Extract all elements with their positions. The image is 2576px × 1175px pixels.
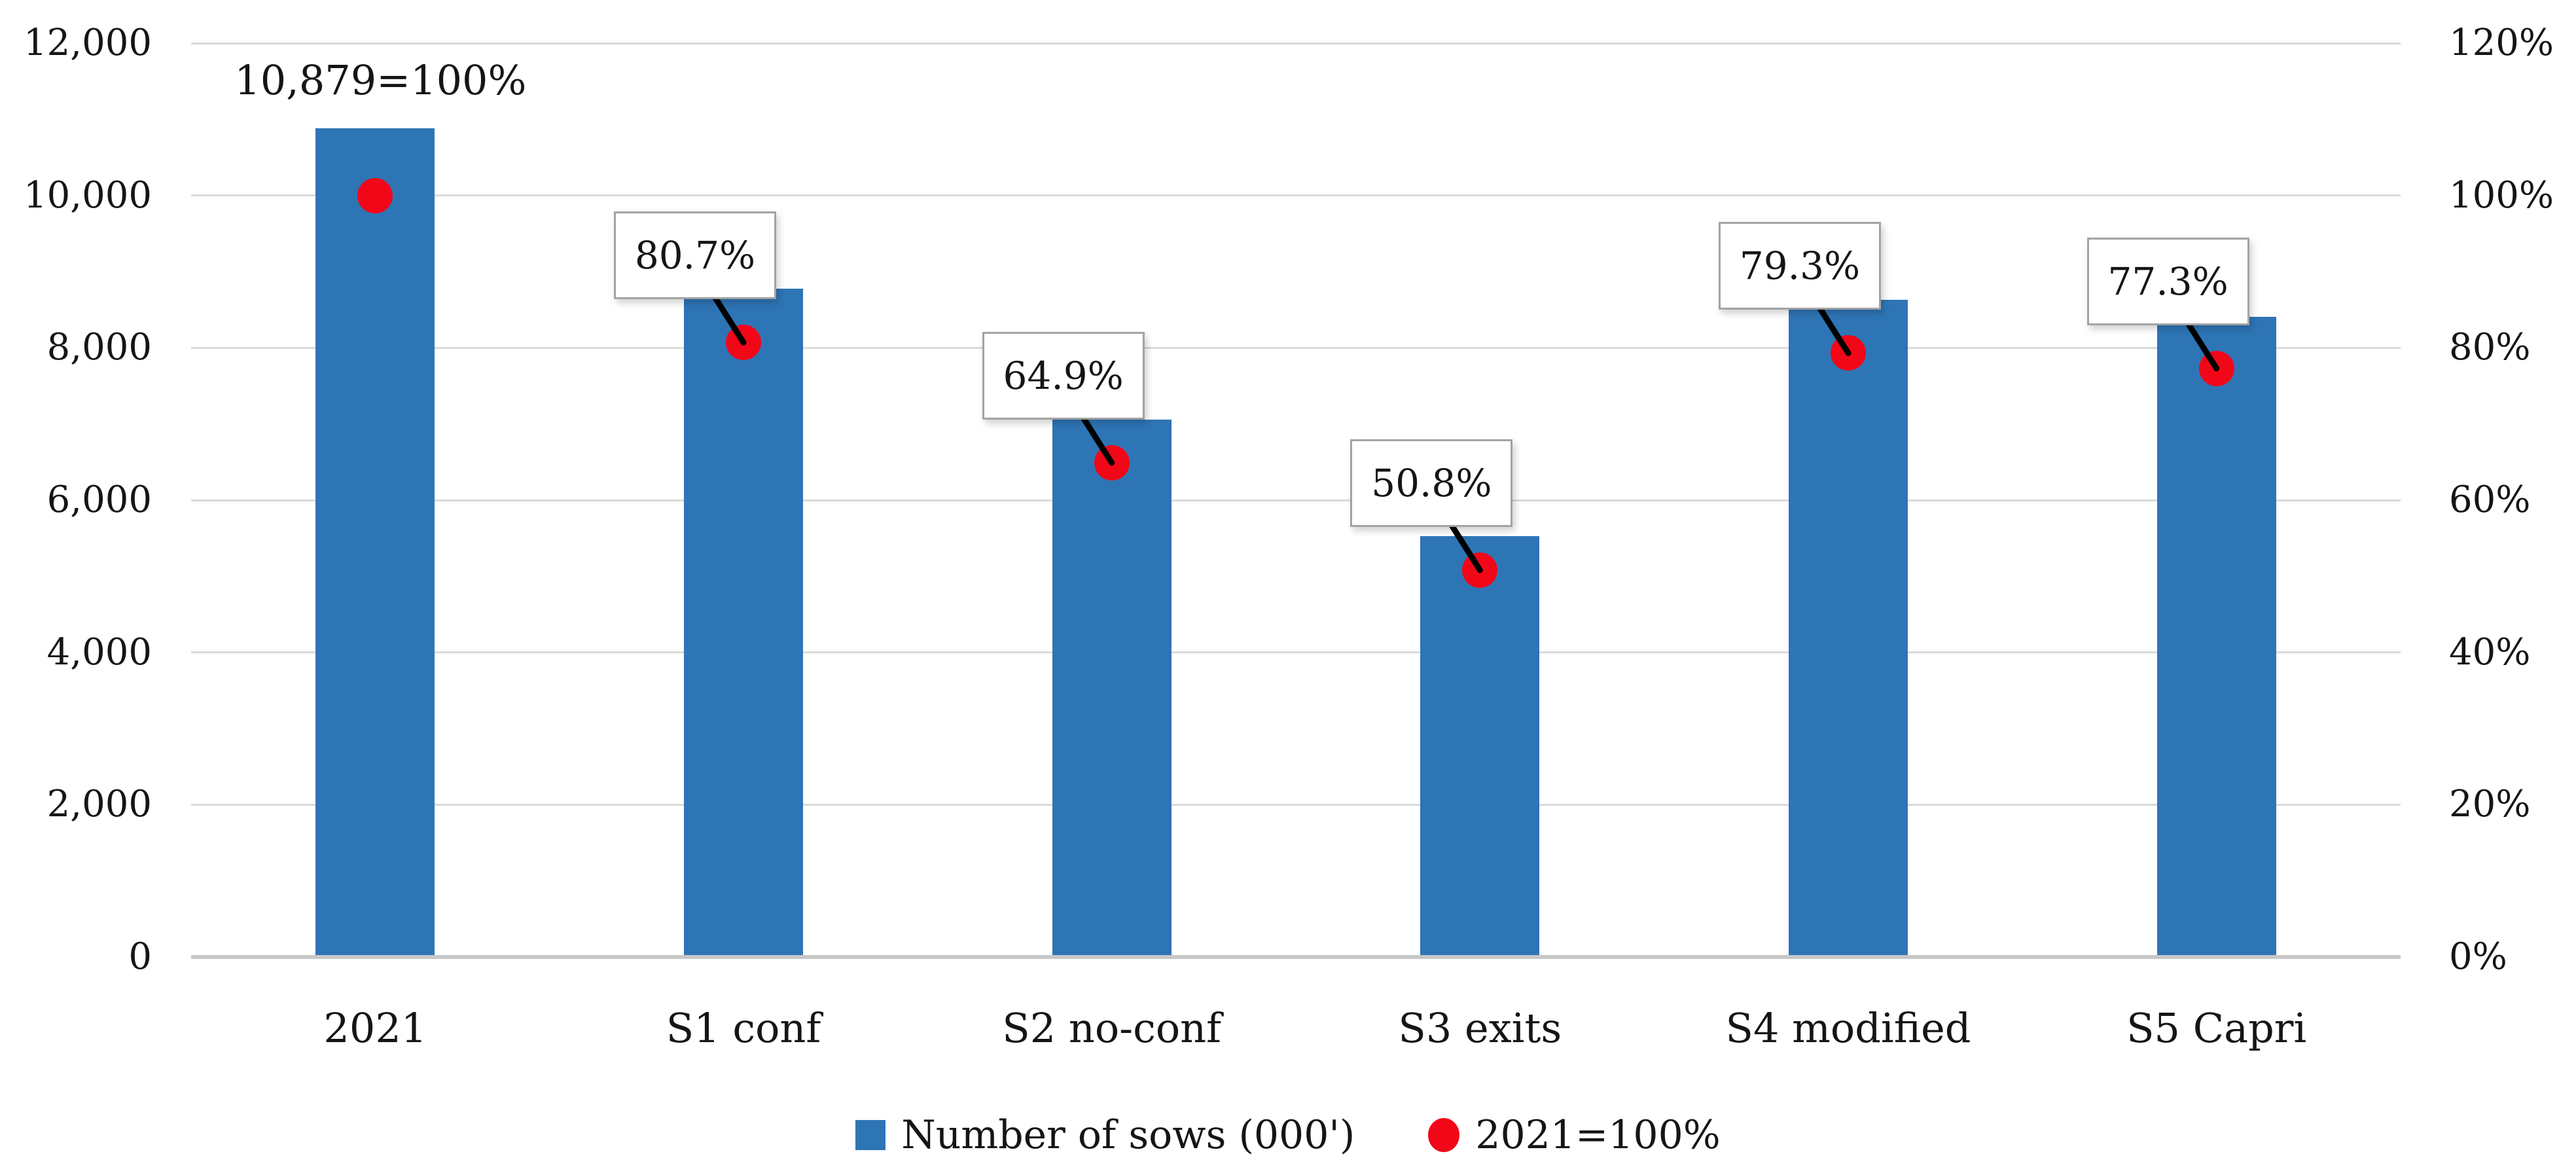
right-axis-tick: 120% xyxy=(2449,22,2554,64)
data-label-2021: 10,879=100% xyxy=(234,56,527,104)
legend-label: Number of sows (000') xyxy=(901,1112,1355,1158)
legend-item-2021-100-: 2021=100% xyxy=(1428,1115,1721,1155)
category-label-s2-no-conf: S2 no-conf xyxy=(1002,1004,1222,1052)
callout-s2-no-conf: 64.9% xyxy=(982,331,1145,420)
x-axis-line xyxy=(191,955,2401,959)
left-axis-tick: 12,000 xyxy=(24,22,152,64)
callout-s1-conf: 80.7% xyxy=(614,211,776,300)
gridline xyxy=(191,346,2401,349)
callout-s5-capri: 77.3% xyxy=(2086,237,2249,325)
right-axis-tick: 40% xyxy=(2449,630,2531,674)
category-label-s1-conf: S1 conf xyxy=(666,1004,821,1052)
legend-item-number-of-sows-000-: Number of sows (000') xyxy=(855,1115,1355,1155)
legend-label: 2021=100% xyxy=(1475,1112,1721,1158)
right-axis-tick: 60% xyxy=(2449,479,2531,521)
right-axis-tick: 20% xyxy=(2449,783,2531,826)
legend: Number of sows (000') 2021=100% xyxy=(0,1104,2576,1166)
bar-s4-modified xyxy=(1789,300,1908,957)
left-axis-tick: 4,000 xyxy=(46,630,152,674)
category-label-s3-exits: S3 exits xyxy=(1398,1004,1562,1052)
gridline xyxy=(191,803,2401,806)
right-axis-tick: 0% xyxy=(2449,935,2507,978)
gridline xyxy=(191,194,2401,197)
legend-square-swatch xyxy=(855,1120,886,1150)
callout-s3-exits: 50.8% xyxy=(1350,439,1513,528)
gridline xyxy=(191,651,2401,654)
bar-s2-no-conf xyxy=(1052,419,1172,957)
right-axis-tick: 100% xyxy=(2449,173,2554,217)
category-label-s4-modified: S4 modified xyxy=(1725,1004,1971,1052)
category-label-s5-capri: S5 Capri xyxy=(2126,1004,2307,1052)
left-axis-tick: 2,000 xyxy=(46,783,152,826)
category-label-2021: 2021 xyxy=(323,1004,427,1052)
left-axis-tick: 10,000 xyxy=(24,173,152,217)
left-axis-tick: 6,000 xyxy=(46,479,152,521)
right-axis-tick: 80% xyxy=(2449,326,2531,369)
callout-s4-modified: 79.3% xyxy=(1719,222,1881,310)
bar-s1-conf xyxy=(684,288,803,957)
bar-2021 xyxy=(315,128,435,957)
legend-circle-swatch xyxy=(1428,1118,1460,1152)
bar-s3-exits xyxy=(1420,536,1540,957)
left-axis-tick: 8,000 xyxy=(46,326,152,369)
gridline xyxy=(191,42,2401,45)
gridline xyxy=(191,499,2401,501)
marker-2021 xyxy=(357,177,393,213)
bar-s5-capri xyxy=(2156,316,2276,957)
left-axis-tick: 0 xyxy=(128,935,152,978)
